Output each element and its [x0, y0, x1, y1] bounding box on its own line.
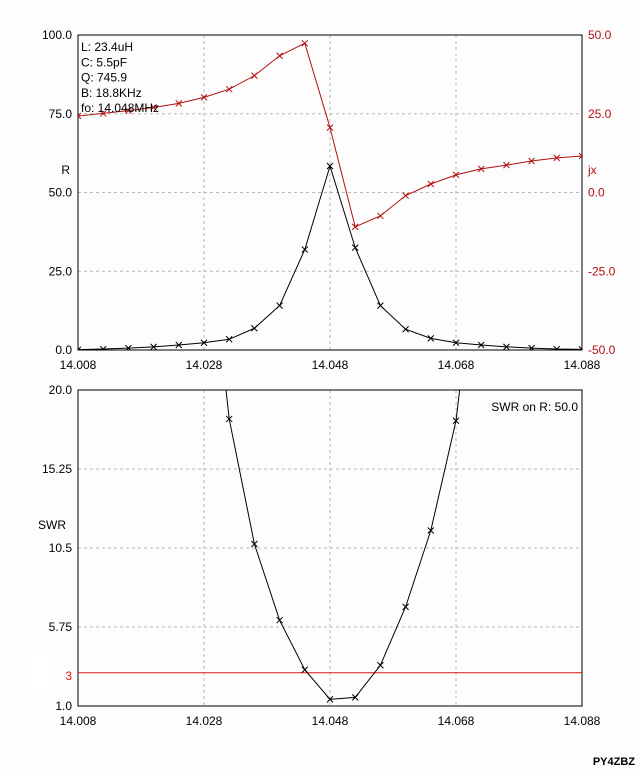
info-annotation: C: 5.5pF — [81, 55, 127, 69]
info-annotation: fo: 14.048MHz — [81, 101, 159, 115]
data-point-marker — [578, 152, 582, 160]
data-point-marker — [175, 100, 183, 107]
data-point-marker — [276, 302, 283, 309]
data-point-marker — [99, 110, 107, 117]
data-point-marker — [276, 616, 283, 624]
y2-tick-label: 50.0 — [588, 28, 612, 42]
data-point-marker — [150, 343, 157, 350]
y-tick-label: 75.0 — [49, 107, 73, 121]
plot-frame — [77, 389, 583, 707]
y-tick-label: 15.25 — [42, 462, 72, 476]
x-tick-label: 14.048 — [312, 714, 349, 728]
y2-axis-label: jx — [587, 163, 597, 177]
data-point-marker — [125, 344, 132, 350]
data-point-marker — [251, 540, 258, 548]
y2-tick-label: -25.0 — [588, 264, 616, 278]
data-point-marker — [200, 94, 208, 101]
data-point-marker — [452, 171, 460, 179]
data-point-marker — [553, 154, 561, 162]
y-axis-label: SWR — [38, 518, 66, 532]
data-point-marker — [301, 39, 309, 47]
reference-label-bg — [30, 655, 50, 695]
data-point-marker — [99, 345, 107, 350]
y-tick-label: 10.5 — [49, 541, 73, 555]
swr-reference-annotation: SWR on R: 50.0 — [491, 400, 578, 414]
y-tick-label: 5.75 — [49, 620, 73, 634]
data-point-marker — [553, 345, 561, 350]
data-point-marker — [351, 693, 359, 701]
data-point-marker — [125, 107, 132, 114]
data-point-marker — [251, 72, 258, 79]
y-tick-label: 100.0 — [42, 28, 72, 42]
data-point-marker — [78, 112, 82, 120]
data-point-marker — [427, 334, 435, 342]
data-point-marker — [478, 204, 484, 210]
info-annotation: L: 23.4uH — [81, 40, 133, 54]
y-tick-label: 20.0 — [49, 383, 73, 397]
x-tick-label: 14.068 — [438, 358, 475, 372]
data-point-marker — [477, 341, 485, 349]
series-layer — [78, 39, 582, 350]
info-annotation: Q: 745.9 — [81, 71, 127, 85]
data-point-marker — [351, 223, 359, 231]
data-point-marker — [351, 244, 359, 251]
data-point-marker — [503, 161, 510, 169]
data-point-marker — [225, 415, 233, 423]
x-tick-label: 14.088 — [564, 714, 601, 728]
data-point-marker — [377, 302, 384, 309]
watermark: PY4ZBZ — [593, 756, 635, 768]
x-tick-label: 14.028 — [186, 358, 223, 372]
series-layer — [225, 204, 484, 703]
data-point-marker — [452, 339, 460, 347]
data-point-marker — [427, 527, 435, 534]
data-point-marker — [402, 603, 409, 611]
data-point-marker — [251, 324, 258, 332]
y-axis-label: R — [61, 163, 70, 177]
data-point-marker — [452, 417, 460, 425]
data-point-marker — [200, 339, 208, 347]
data-point-marker — [78, 346, 82, 350]
y2-tick-label: 25.0 — [588, 107, 612, 121]
data-point-marker — [528, 157, 535, 165]
y2-tick-label: 0.0 — [588, 186, 605, 200]
data-point-marker — [377, 661, 384, 669]
data-point-marker — [301, 666, 309, 674]
x-tick-label: 14.008 — [60, 714, 97, 728]
y-tick-label: 50.0 — [49, 186, 73, 200]
reference-line-label: 3 — [65, 669, 72, 683]
x-tick-label: 14.088 — [564, 358, 601, 372]
y-tick-label: 1.0 — [55, 699, 72, 713]
data-point-marker — [402, 325, 409, 333]
data-point-marker — [225, 335, 233, 343]
y-tick-label: 25.0 — [49, 264, 73, 278]
y2-tick-label: -50.0 — [588, 343, 616, 357]
data-point-marker — [427, 180, 435, 188]
data-point-marker — [150, 104, 157, 111]
info-annotation: B: 18.8KHz — [81, 86, 142, 100]
plot-frame — [77, 34, 583, 351]
data-point-marker — [402, 192, 409, 200]
data-point-marker — [578, 346, 582, 350]
series-line-swr — [225, 390, 461, 700]
swr-chart: 14.008 14.028 14.048 14.068 14.088 20.0 15.25 1… — [30, 204, 601, 728]
data-point-marker — [503, 343, 510, 350]
data-point-marker — [377, 212, 384, 220]
data-point-marker — [326, 162, 334, 170]
x-tick-label: 14.028 — [186, 714, 223, 728]
x-tick-label: 14.008 — [60, 358, 97, 372]
y-tick-label: 0.0 — [55, 343, 72, 357]
impedance-chart: 14.008 14.028 14.048 14.068 14.088 100.0 75.0 5… — [42, 28, 616, 372]
data-point-marker — [301, 246, 309, 253]
data-point-marker — [225, 85, 233, 93]
data-point-marker — [175, 341, 183, 349]
data-point-marker — [326, 124, 334, 131]
x-tick-label: 14.048 — [312, 358, 349, 372]
x-tick-label: 14.068 — [438, 714, 475, 728]
data-point-marker — [477, 165, 485, 173]
data-point-marker — [528, 344, 535, 350]
data-point-marker — [276, 52, 283, 60]
data-point-marker — [326, 695, 334, 703]
